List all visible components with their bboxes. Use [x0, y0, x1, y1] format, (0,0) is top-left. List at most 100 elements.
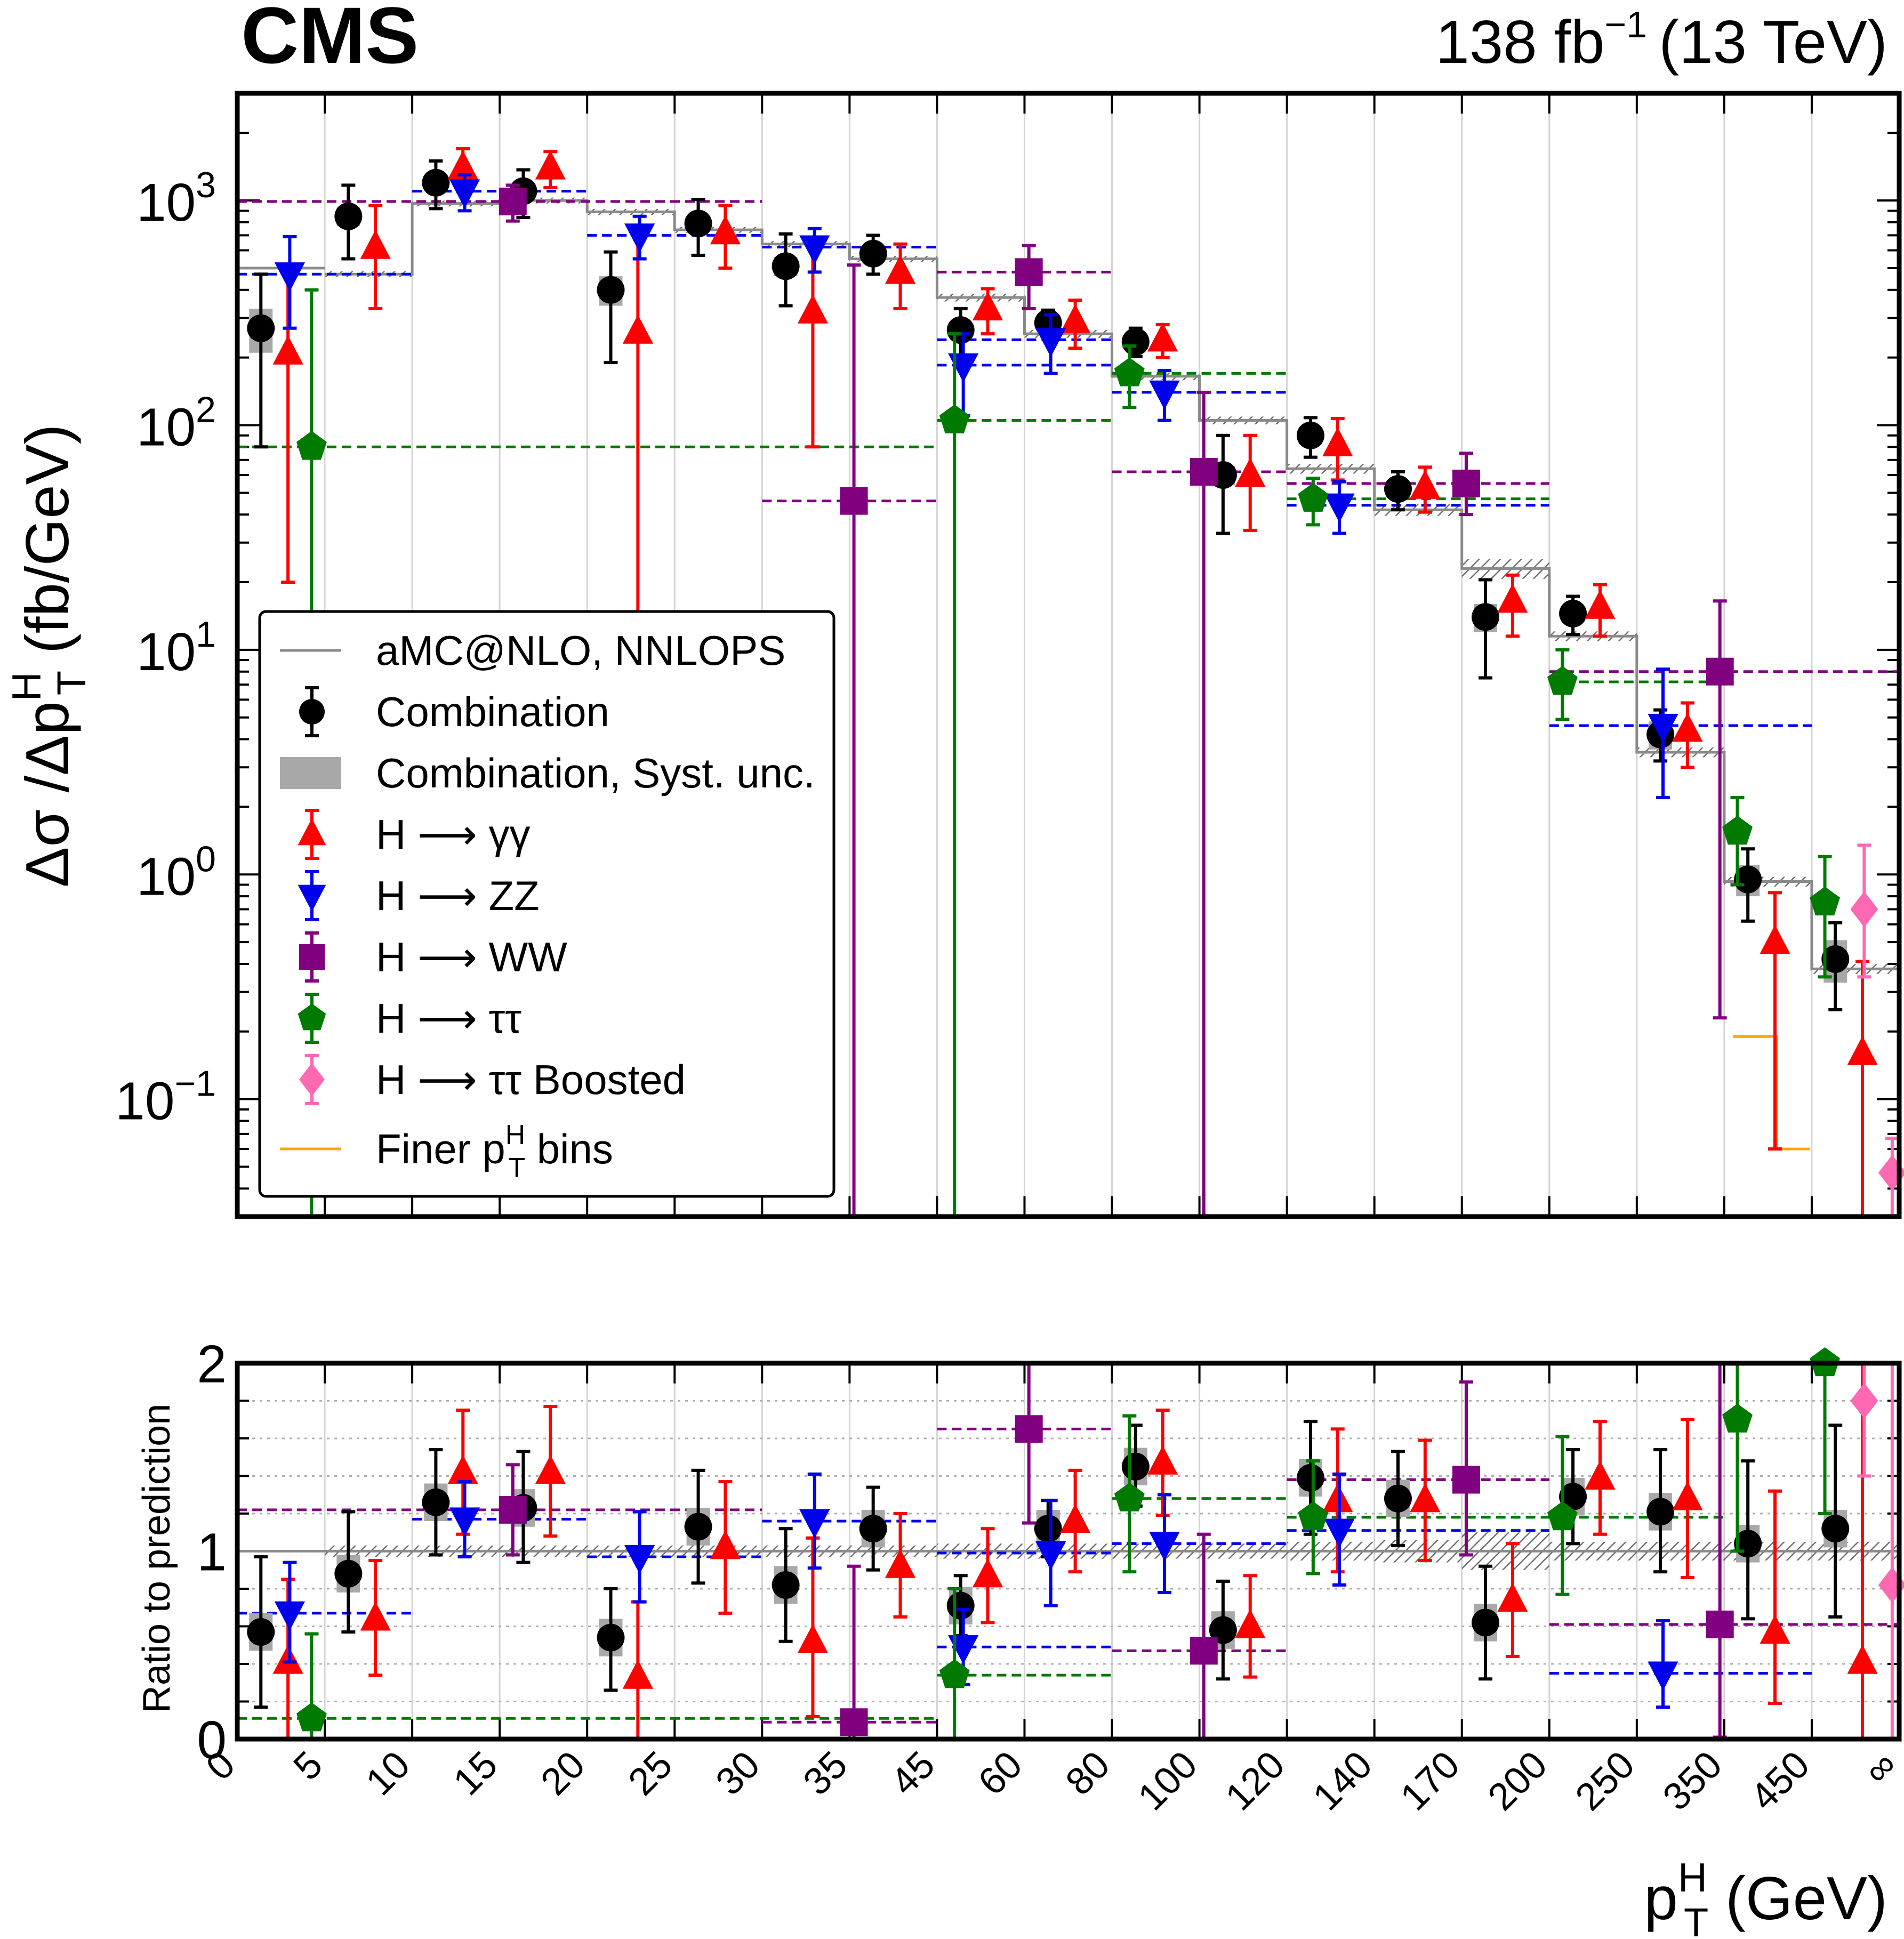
comb-marker: [1734, 865, 1762, 894]
legend-label: H ⟶ ZZ: [376, 872, 540, 919]
zz-ratio-marker: [799, 1509, 830, 1539]
gg-ratio-marker: [1235, 1609, 1266, 1638]
gg-marker: [535, 150, 566, 180]
y-tick-label: 102: [136, 389, 216, 457]
gg-marker: [885, 254, 916, 284]
legend-label-text: Combination: [376, 688, 609, 735]
ww-ratio-marker: [499, 1495, 527, 1524]
ratio-frame: [235, 1361, 1902, 1742]
ww-marker: [1706, 657, 1734, 686]
tt-ratio-marker: [1547, 1501, 1578, 1531]
finer-bins-line: [1733, 1035, 1810, 1150]
x-tick-label: 5: [285, 1743, 331, 1789]
y-tick-label-base: 10: [136, 397, 196, 457]
zz-ratio-marker: [1035, 1541, 1066, 1571]
tt-marker: [1722, 816, 1753, 845]
ww-marker: [1452, 469, 1480, 497]
gg-ratio-marker: [622, 1660, 653, 1689]
x-tick-label: 170: [1393, 1743, 1468, 1819]
gg-marker: [972, 291, 1003, 321]
legend-ttb-marker: [299, 1063, 325, 1097]
gg-ratio-marker: [885, 1549, 916, 1578]
comb-marker: [597, 276, 625, 304]
y-axis-label: Δσ /ΔpHT (fb/GeV): [4, 424, 94, 887]
ratio-tick-label: 0: [197, 1710, 227, 1770]
comb-ratio-marker: [1296, 1464, 1324, 1492]
gg-ratio-marker: [535, 1454, 566, 1484]
comb-marker: [859, 239, 887, 268]
gg-marker: [1410, 470, 1441, 499]
comb-ratio-marker: [1121, 1452, 1150, 1481]
comb-marker: [1296, 421, 1324, 449]
legend-tt-marker: [298, 1003, 326, 1031]
zz-marker: [449, 179, 480, 209]
cms-label: CMS: [241, 0, 419, 80]
gg-ratio-marker: [1410, 1483, 1441, 1512]
gg-ratio-marker: [1760, 1614, 1790, 1644]
y-tick-label-exp: −1: [174, 1064, 216, 1104]
gg-ratio-marker: [797, 1624, 829, 1653]
ttb-ratio-marker: [1850, 1382, 1878, 1419]
legend-syst-swatch: [280, 757, 341, 789]
ratio-tick-label: 1: [197, 1523, 227, 1582]
gg-ratio-marker: [1497, 1582, 1528, 1612]
tt-ratio-marker: [1722, 1403, 1753, 1433]
zz-marker: [1149, 380, 1180, 410]
legend-comb-marker: [299, 699, 325, 725]
comb-marker: [1121, 328, 1150, 356]
legend-label-text: Finer p: [376, 1125, 505, 1172]
gg-marker: [1672, 712, 1703, 742]
x-tick-label: 200: [1480, 1743, 1556, 1819]
y-tick-label-exp: 3: [196, 165, 216, 205]
gg-marker: [1585, 590, 1616, 619]
tt-marker: [296, 431, 327, 460]
zz-marker: [274, 262, 306, 292]
legend-label: Finer pH T bins: [376, 1120, 613, 1184]
tt-ratio-marker: [939, 1659, 970, 1688]
comb-marker: [1472, 603, 1500, 631]
ww-marker: [499, 187, 527, 215]
comb-ratio-marker: [772, 1571, 800, 1599]
x-tick-label: 45: [883, 1743, 943, 1804]
legend-label-text: H ⟶ ττ: [376, 995, 521, 1042]
lumi-label: 138 fb−1 (13 TeV): [1435, 4, 1887, 76]
legend-label-text: Combination, Syst. unc.: [376, 750, 815, 796]
gg-ratio-marker: [360, 1601, 391, 1631]
top-frame: [235, 91, 1902, 1219]
legend-label-text: H ⟶ γγ: [376, 811, 531, 858]
gg-marker: [360, 230, 391, 259]
comb-ratio-marker: [1821, 1515, 1850, 1543]
zz-ratio-marker: [274, 1601, 306, 1631]
comb-marker: [946, 316, 975, 344]
comb-marker: [334, 202, 363, 230]
ratio-tick-label: 2: [197, 1334, 227, 1394]
gg-ratio-marker: [1322, 1483, 1353, 1512]
x-tick-label: 250: [1568, 1743, 1643, 1819]
legend-label-text: aMC@NLO, NNLOPS: [376, 627, 785, 674]
y-tick-label-base: 10: [136, 173, 196, 232]
legend-label: H ⟶ WW: [376, 934, 567, 980]
gg-marker: [1235, 457, 1266, 487]
x-tick-label: 15: [445, 1743, 505, 1804]
ww-marker: [1190, 457, 1218, 486]
y-tick-label: 10−1: [115, 1064, 216, 1131]
legend-box: [258, 610, 835, 1198]
gg-marker: [1147, 322, 1178, 352]
legend-label: H ⟶ γγ: [376, 811, 531, 858]
gg-marker: [1322, 427, 1353, 456]
legend-ww-marker: [299, 944, 325, 970]
gg-ratio-marker: [1672, 1481, 1703, 1510]
zz-ratio-marker: [1648, 1661, 1678, 1691]
zz-ratio-marker: [948, 1635, 979, 1664]
comb-ratio-marker: [422, 1488, 450, 1516]
comb-marker: [1384, 475, 1412, 503]
zz-ratio-marker: [624, 1544, 655, 1574]
x-tick-label: 140: [1305, 1743, 1380, 1819]
tt-ratio-marker: [1298, 1501, 1329, 1531]
gg-ratio-marker: [1847, 1644, 1878, 1674]
zz-marker: [799, 235, 830, 265]
x-tick-label: 35: [795, 1743, 855, 1804]
comb-ratio-marker: [334, 1559, 363, 1588]
